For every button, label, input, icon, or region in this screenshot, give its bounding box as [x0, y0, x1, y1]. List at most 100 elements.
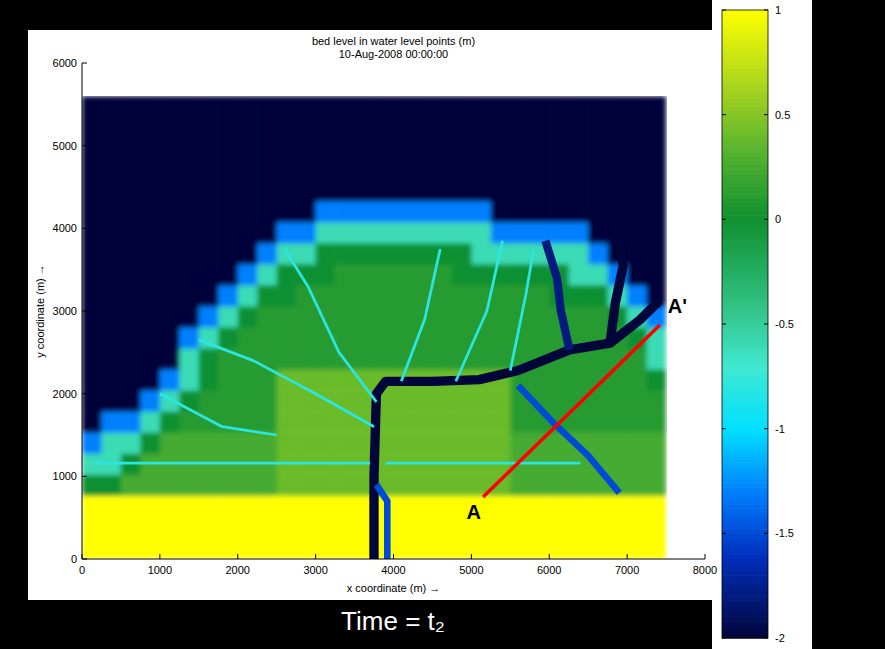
heatmap-cell — [627, 222, 647, 244]
heatmap-cell — [316, 180, 336, 202]
heatmap-cell — [647, 495, 666, 517]
caption: Time = t₂ — [341, 606, 445, 636]
colorbar-stripe — [722, 395, 768, 400]
heatmap-cell — [179, 432, 199, 454]
heatmap-cell — [530, 285, 550, 307]
heatmap-cell — [530, 201, 550, 223]
heatmap-cell — [140, 537, 160, 559]
heatmap-cell — [510, 432, 530, 454]
heatmap-cell — [569, 411, 589, 433]
heatmap-cell — [101, 201, 121, 223]
heatmap-cell — [471, 117, 491, 139]
channel — [401, 249, 440, 381]
heatmap-cell — [608, 495, 628, 517]
heatmap-cell — [510, 516, 530, 538]
heatmap-cell — [413, 96, 433, 117]
heatmap-cell — [588, 222, 608, 244]
y-tick-label: 5000 — [53, 140, 77, 152]
heatmap-cell — [374, 159, 394, 181]
heatmap-cell — [257, 516, 277, 538]
heatmap-cell — [277, 159, 297, 181]
heatmap-cell — [627, 495, 647, 517]
heatmap-cell — [296, 495, 316, 517]
heatmap-cell — [257, 117, 277, 139]
heatmap-cell — [160, 474, 180, 496]
heatmap-cell — [530, 159, 550, 181]
heatmap-cell — [355, 138, 375, 160]
heatmap-cell — [452, 285, 472, 307]
heatmap-cell — [82, 306, 102, 328]
heatmap-cell — [296, 348, 316, 370]
heatmap-cell — [335, 390, 355, 412]
colorbar-stripe — [722, 450, 768, 455]
colorbar-stripe — [722, 491, 768, 496]
heatmap-cell — [160, 537, 180, 559]
heatmap-cell — [179, 474, 199, 496]
heatmap-cell — [101, 222, 121, 244]
y-axis-title: y coordinate (m) → — [34, 264, 46, 358]
heatmap-cell — [394, 243, 414, 265]
colorbar-stripe — [722, 261, 768, 266]
heatmap-cell — [471, 138, 491, 160]
heatmap-cell — [413, 495, 433, 517]
heatmap-cell — [238, 306, 258, 328]
heatmap-cell — [218, 432, 238, 454]
colorbar-stripe — [722, 563, 768, 568]
heatmap-cell — [510, 474, 530, 496]
heatmap-cell — [179, 537, 199, 559]
heatmap-cell — [627, 474, 647, 496]
colorbar-stripe — [722, 316, 768, 321]
heatmap-cell — [296, 159, 316, 181]
y-tick-label: 0 — [71, 553, 77, 565]
heatmap-cell — [608, 390, 628, 412]
heatmap-cell — [491, 327, 511, 349]
heatmap-cell — [140, 159, 160, 181]
heatmap-cell — [140, 411, 160, 433]
heatmap-cell — [588, 516, 608, 538]
heatmap-cell — [374, 264, 394, 286]
colorbar-stripe — [722, 328, 768, 333]
heatmap-cell — [394, 138, 414, 160]
heatmap-cell — [627, 369, 647, 391]
heatmap-cell — [549, 138, 569, 160]
heatmap-cell — [238, 138, 258, 160]
heatmap-cell — [491, 306, 511, 328]
heatmap-cell — [608, 180, 628, 202]
colorbar-stripe — [722, 56, 768, 61]
colorbar-tick — [722, 324, 726, 325]
colorbar-stripe — [722, 119, 768, 124]
colorbar-stripe — [722, 320, 768, 325]
heatmap-cell — [471, 96, 491, 117]
colorbar-stripe — [722, 60, 768, 65]
colorbar-stripe — [722, 232, 768, 237]
heatmap-cell — [588, 411, 608, 433]
heatmap-cell — [569, 474, 589, 496]
heatmap-cell — [471, 264, 491, 286]
heatmap-cell — [355, 222, 375, 244]
heatmap-cell — [121, 285, 141, 307]
colorbar-stripe — [722, 307, 768, 312]
colorbar-tick — [722, 10, 726, 11]
heatmap-cell — [257, 243, 277, 265]
y-tick — [82, 145, 87, 146]
colorbar-stripe — [722, 383, 768, 388]
colorbar-stripe — [722, 90, 768, 95]
colorbar-background — [712, 0, 812, 649]
heatmap-cell — [452, 306, 472, 328]
heatmap-cell — [549, 474, 569, 496]
colorbar-tick — [764, 114, 768, 115]
heatmap-cell — [277, 117, 297, 139]
colorbar-stripe — [722, 542, 768, 547]
heatmap-cell — [121, 138, 141, 160]
heatmap-cell — [530, 474, 550, 496]
heatmap-cell — [432, 243, 452, 265]
heatmap-cell — [101, 264, 121, 286]
heatmap-cell — [160, 201, 180, 223]
heatmap-cell — [82, 285, 102, 307]
heatmap-cell — [452, 201, 472, 223]
heatmap-cell — [140, 516, 160, 538]
heatmap-cell — [374, 306, 394, 328]
colorbar-stripe — [722, 399, 768, 404]
heatmap-cell — [394, 264, 414, 286]
heatmap-cell — [432, 138, 452, 160]
